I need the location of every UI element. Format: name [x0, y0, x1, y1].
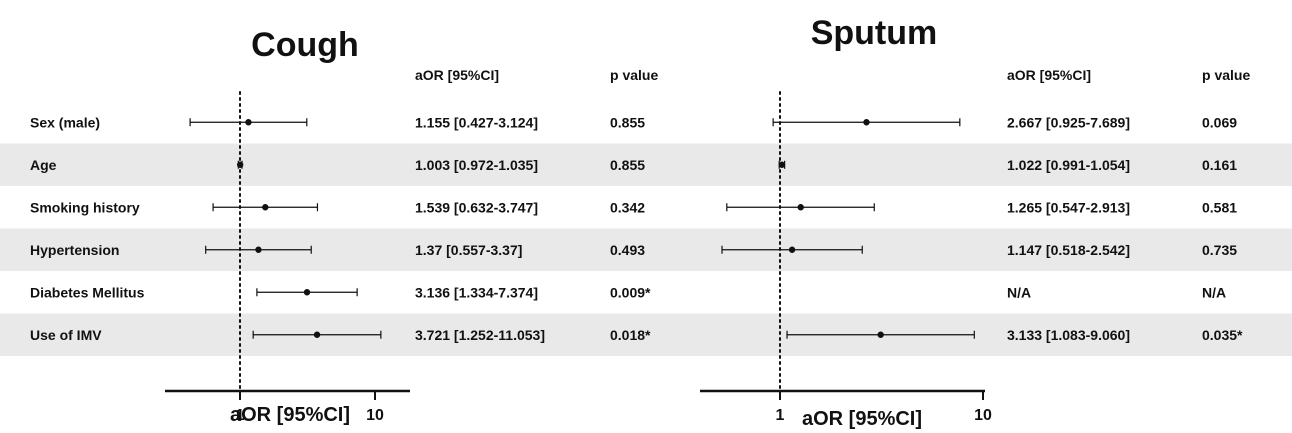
odds-ratio-point — [255, 246, 262, 253]
odds-ratio-point — [863, 119, 870, 126]
row-label: Age — [30, 157, 57, 173]
p-value: 0.855 — [610, 114, 645, 130]
p-value: 0.018* — [610, 327, 651, 343]
odds-ratio-point — [313, 331, 321, 338]
p-value: 0.035* — [1202, 327, 1243, 343]
row-label: Use of IMV — [30, 327, 102, 343]
row-label: Diabetes Mellitus — [30, 284, 145, 300]
aor-ci-value: 1.147 [0.518-2.542] — [1007, 242, 1130, 258]
row-label: Hypertension — [30, 242, 119, 258]
p-value: 0.069 — [1202, 114, 1237, 130]
aor-ci-value: 1.37 [0.557-3.37] — [415, 242, 522, 258]
x-axis-label: aOR [95%CI] — [802, 408, 922, 430]
odds-ratio-point — [245, 119, 252, 126]
aor-ci-value: N/A — [1007, 284, 1031, 300]
x-tick-label: 1 — [236, 407, 245, 424]
aor-ci-value: 1.022 [0.991-1.054] — [1007, 157, 1130, 173]
row-band — [0, 313, 1292, 356]
odds-ratio-point — [262, 204, 269, 211]
aor-ci-value: 3.136 [1.334-7.374] — [415, 284, 538, 300]
odds-ratio-point — [236, 161, 244, 168]
p-value: 0.342 — [610, 199, 645, 215]
odds-ratio-point — [788, 246, 796, 253]
p-value: 0.161 — [1202, 157, 1237, 173]
column-header-aor: aOR [95%CI] — [1007, 67, 1091, 83]
p-value: 0.009* — [610, 284, 651, 300]
column-header-aor: aOR [95%CI] — [415, 67, 499, 83]
aor-ci-value: 1.539 [0.632-3.747] — [415, 199, 538, 215]
odds-ratio-point — [303, 289, 311, 296]
x-axis-label: aOR [95%CI] — [230, 404, 350, 426]
odds-ratio-point — [797, 204, 804, 211]
aor-ci-value: 3.721 [1.252-11.053] — [415, 327, 545, 343]
column-header-p-value: p value — [1202, 67, 1250, 83]
p-value: 0.493 — [610, 242, 645, 258]
row-label: Sex (male) — [30, 114, 100, 130]
p-value: N/A — [1202, 284, 1226, 300]
p-value: 0.735 — [1202, 242, 1237, 258]
x-tick-label: 10 — [366, 407, 384, 424]
x-tick-label: 1 — [776, 407, 785, 424]
row-band — [0, 143, 1292, 186]
aor-ci-value: 2.667 [0.925-7.689] — [1007, 114, 1130, 130]
panel-title: Sputum — [811, 14, 938, 52]
odds-ratio-point — [778, 161, 786, 168]
x-tick-label: 10 — [974, 407, 992, 424]
odds-ratio-point — [877, 331, 884, 338]
p-value: 0.581 — [1202, 199, 1237, 215]
column-header-p-value: p value — [610, 67, 658, 83]
aor-ci-value: 1.155 [0.427-3.124] — [415, 114, 538, 130]
aor-ci-value: 1.003 [0.972-1.035] — [415, 157, 538, 173]
row-label: Smoking history — [30, 199, 140, 215]
aor-ci-value: 1.265 [0.547-2.913] — [1007, 199, 1130, 215]
p-value: 0.855 — [610, 157, 645, 173]
aor-ci-value: 3.133 [1.083-9.060] — [1007, 327, 1130, 343]
panel-title: Cough — [251, 26, 359, 64]
